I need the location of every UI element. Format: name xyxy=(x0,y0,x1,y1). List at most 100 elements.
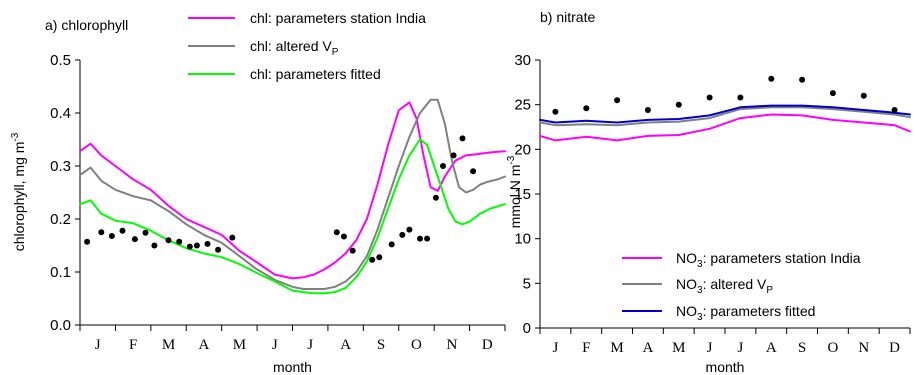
panel-b-observation-point xyxy=(737,94,744,101)
panel-a-observation-point xyxy=(108,233,115,239)
panel-b-title: b) nitrate xyxy=(540,9,595,25)
panel-a-observation-point xyxy=(131,236,138,243)
panel-b-month-label: J xyxy=(552,340,558,356)
panel-a-month-label: M xyxy=(233,337,246,353)
panel-a: a) chlorophyll 0.0 0.1 0.2 0.3 0.4 0.5 J F M A M J J A… xyxy=(10,10,506,375)
panel-a-title: a) chlorophyll xyxy=(45,17,128,33)
panel-b-observation-point xyxy=(644,107,651,113)
panel-a-observation-point xyxy=(98,229,105,236)
panel-b-month-label: J xyxy=(707,340,713,356)
panel-a-month-label: J xyxy=(95,337,101,353)
panel-a-observation-point xyxy=(459,135,466,142)
panel-a-month-label: J xyxy=(272,337,278,353)
panel-a-observation-point xyxy=(376,254,383,261)
panel-a-month-label: D xyxy=(482,337,493,353)
panel-a-month-label: A xyxy=(199,337,210,353)
panel-a-series-line-3 xyxy=(79,138,506,295)
panel-a-legend-label-2: chl: altered VP xyxy=(250,38,339,58)
panel-b-month-label: F xyxy=(582,340,590,356)
panel-a-y-tick-label: 0.0 xyxy=(50,317,71,334)
panel-a-observation-point xyxy=(406,226,413,233)
panel-a-observation-point xyxy=(176,238,183,245)
panel-a-legend: chl: parameters station India chl: altere… xyxy=(188,10,426,82)
panel-b-y-tick-label: 15 xyxy=(514,186,531,203)
panel-a-y-tick-label: 0.3 xyxy=(50,158,71,175)
panel-a-observation-point xyxy=(151,242,158,249)
panel-a-observation-point xyxy=(215,246,222,253)
panel-b-month-label: A xyxy=(766,340,777,356)
panel-a-observation-point xyxy=(193,242,200,249)
panel-a-observation-point xyxy=(432,194,439,201)
panel-a-observation-point xyxy=(388,241,395,248)
panel-a-observation-point xyxy=(229,234,236,241)
panel-b-month-label: J xyxy=(737,340,743,356)
panel-a-y-tick-label: 0.2 xyxy=(50,211,71,228)
panel-a-series-line-2 xyxy=(79,98,506,290)
panel-a-x-label: month xyxy=(273,359,312,375)
panel-b-y-tick-label: 0 xyxy=(523,320,531,337)
panel-b-observation-point xyxy=(706,94,713,101)
panel-b-legend-label-1: NO3: parameters station India xyxy=(676,250,861,270)
panel-b-y-tick-label: 25 xyxy=(514,97,531,114)
panel-b-observation-point xyxy=(768,75,775,82)
panel-b-legend: NO3: parameters station India NO3: altere… xyxy=(622,250,861,323)
panel-a-observation-point xyxy=(399,231,406,238)
panel-b-month-label: A xyxy=(642,340,653,356)
panel-a-observation-point xyxy=(440,163,446,169)
panel-a-observation-point xyxy=(369,256,376,263)
panel-b-observation-point xyxy=(891,107,898,113)
panel-b-y-label: mmol N m-3 xyxy=(506,155,523,228)
panel-b-observation-point xyxy=(552,108,559,115)
panel-a-month-label: N xyxy=(446,337,457,353)
panel-b-legend-label-3: NO3: parameters fitted xyxy=(676,303,815,323)
panel-b-month-label: N xyxy=(858,340,869,356)
panel-a-observation-point xyxy=(204,240,211,247)
panel-b-x-label: month xyxy=(706,359,745,375)
panel-a-observation-point xyxy=(349,247,356,254)
panel-a-observation-point xyxy=(333,229,340,236)
panel-a-observation-point xyxy=(119,227,126,234)
panel-a-observation-point xyxy=(340,233,347,240)
panel-a-observation-point xyxy=(470,168,477,175)
panel-a-legend-label-1: chl: parameters station India xyxy=(250,10,426,26)
panel-b-observation-point xyxy=(829,90,836,97)
panel-a-observation-point xyxy=(450,152,457,159)
panel-a-month-label: J xyxy=(307,337,313,353)
panel-a-y-label: chlorophyll, mg m-3 xyxy=(10,132,27,251)
panel-a-month-label: S xyxy=(377,337,385,353)
panel-b-y-tick-label: 10 xyxy=(514,231,531,248)
panel-b-month-label: O xyxy=(827,340,838,356)
panel-b-observation-point xyxy=(583,105,590,112)
panel-a-month-label: O xyxy=(411,337,422,353)
panel-a-y-tick-label: 0.4 xyxy=(50,105,71,122)
panel-b-month-label: M xyxy=(672,340,685,356)
panel-a-legend-label-3: chl: parameters fitted xyxy=(250,66,381,82)
panel-b-y-tick-label: 30 xyxy=(514,52,531,69)
panel-a-observation-point xyxy=(417,235,423,242)
panel-b-month-label: S xyxy=(798,340,806,356)
panel-b-observation-point xyxy=(860,92,867,99)
panel-a-month-label: A xyxy=(340,337,351,353)
panel-a-y-tick-label: 0.5 xyxy=(50,52,71,69)
panel-b-y-tick-label: 5 xyxy=(523,275,531,292)
panel-a-y-tick-label: 0.1 xyxy=(50,264,71,281)
panel-b-legend-label-2: NO3: altered VP xyxy=(676,276,773,296)
panel-a-observation-point xyxy=(142,229,149,236)
panel-b-y-tick-label: 20 xyxy=(514,141,531,158)
panel-b-month-label: M xyxy=(610,340,623,356)
panel-b-series-line-3 xyxy=(539,104,911,124)
panel-b-series-line-2 xyxy=(539,106,911,127)
panel-b-observation-point xyxy=(799,76,806,83)
panel-a-observation-point xyxy=(165,237,172,244)
panel-a-observation-point xyxy=(186,243,193,250)
panel-b-series-line-1 xyxy=(539,113,911,142)
panel-b-month-label: D xyxy=(889,340,900,356)
panel-a-observation-point xyxy=(424,235,431,242)
panel-a-month-label: F xyxy=(129,337,137,353)
panel-a-month-label: M xyxy=(162,337,175,353)
panel-b-observation-point xyxy=(614,97,621,104)
panel-a-observation-point xyxy=(84,238,91,245)
panel-a-series-line-1 xyxy=(79,101,506,280)
